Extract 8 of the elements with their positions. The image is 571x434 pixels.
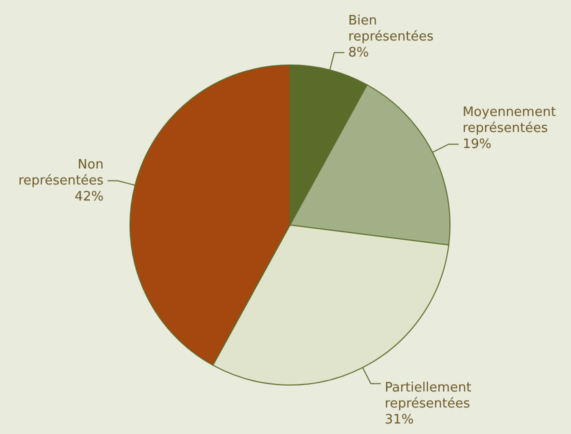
data-label: 19% bbox=[462, 136, 492, 152]
data-label: 8% bbox=[348, 45, 369, 60]
slice-label: Non représentées bbox=[18, 157, 104, 188]
slice-label: Partiellement représentées bbox=[384, 380, 472, 412]
slice-label: Moyennement représentées bbox=[462, 104, 556, 136]
data-label: 31% bbox=[384, 412, 414, 428]
slice-label: Bien représentées bbox=[348, 13, 434, 44]
data-label: 42% bbox=[74, 189, 104, 204]
